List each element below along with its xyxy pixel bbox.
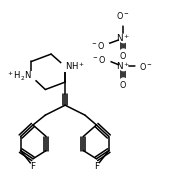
Text: NH$^+$: NH$^+$ [65,61,85,72]
Text: F: F [94,162,99,171]
Text: N$^+$: N$^+$ [116,33,130,44]
Text: $^-$O: $^-$O [91,54,106,65]
Text: O: O [120,81,126,90]
Text: O$^-$: O$^-$ [116,10,130,21]
Text: $^-$O: $^-$O [90,40,105,50]
Text: F: F [30,162,35,171]
Text: N$^+$: N$^+$ [116,61,130,72]
Text: $^+$H$_2$N: $^+$H$_2$N [6,70,31,83]
Text: O: O [120,52,126,61]
Text: O$^-$: O$^-$ [139,61,153,72]
